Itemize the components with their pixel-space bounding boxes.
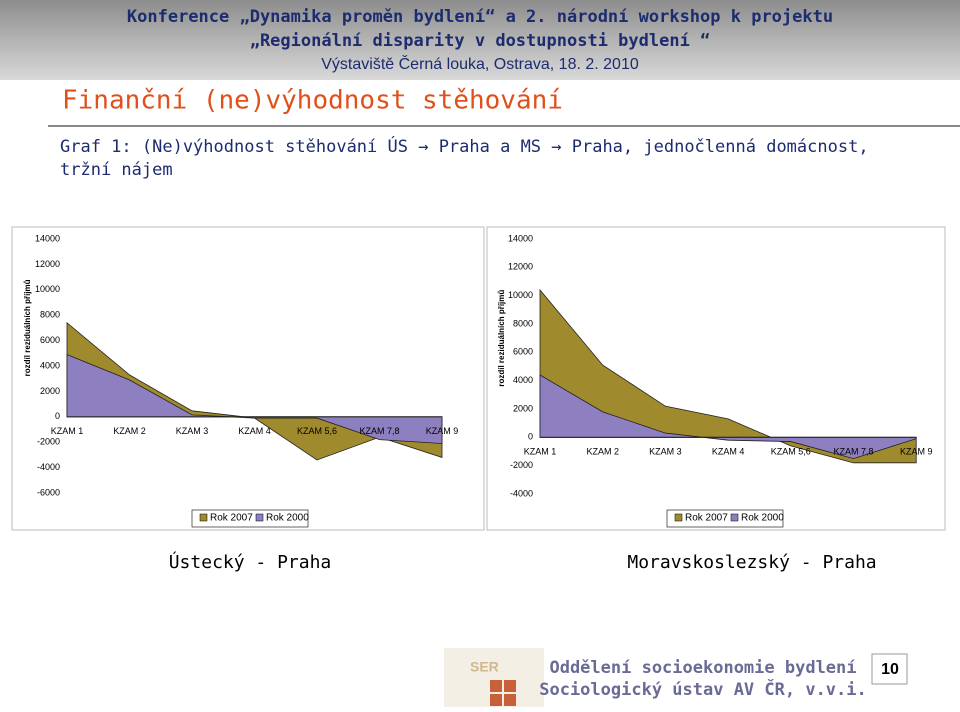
chart-subtitle: Moravskoslezský - Praha xyxy=(627,552,876,573)
y-tick-label: -6000 xyxy=(37,487,60,497)
y-tick-label: -4000 xyxy=(37,462,60,472)
y-tick-label: 0 xyxy=(528,432,533,442)
y-tick-label: 4000 xyxy=(513,375,533,385)
page-number: 10 xyxy=(881,661,899,678)
logo: SER xyxy=(444,648,544,707)
x-tick-label: KZAM 1 xyxy=(524,447,557,457)
x-tick-label: KZAM 2 xyxy=(113,426,146,436)
area xyxy=(66,353,443,444)
y-tick-label: 8000 xyxy=(513,318,533,328)
legend-swatch xyxy=(730,513,739,522)
x-tick-label: KZAM 4 xyxy=(238,426,271,436)
page-box xyxy=(871,653,908,685)
x-tick-label: KZAM 2 xyxy=(586,447,619,457)
y-tick-label: 6000 xyxy=(513,347,533,357)
legend-swatch xyxy=(255,513,264,522)
y-tick-label: 2000 xyxy=(513,403,533,413)
y-tick-label: 14000 xyxy=(35,233,60,243)
x-tick-label: KZAM 9 xyxy=(426,426,459,436)
logo-text: SER xyxy=(470,659,499,675)
x-tick-label: KZAM 9 xyxy=(900,447,933,457)
y-tick-label: -2000 xyxy=(37,437,60,447)
legend-swatch xyxy=(199,513,208,522)
y-tick-label: 0 xyxy=(55,411,60,421)
area xyxy=(539,288,917,464)
y-tick-label: 10000 xyxy=(508,290,533,300)
legend: Rok 2007 Rok 2000 xyxy=(666,509,784,528)
legend-label: Rok 2000 xyxy=(741,513,784,524)
x-tick-label: KZAM 7,8 xyxy=(833,447,873,457)
y-tick-label: 6000 xyxy=(40,335,60,345)
header-band xyxy=(0,0,960,80)
header-line: Konference „Dynamika proměn bydlení“ a 2… xyxy=(127,7,833,27)
x-tick-label: KZAM 5,6 xyxy=(771,447,811,457)
footer-line: Oddělení socioekonomie bydlení xyxy=(549,658,856,678)
y-tick-label: -4000 xyxy=(510,488,533,498)
legend-swatch xyxy=(674,513,683,522)
y-tick-label: 12000 xyxy=(508,262,533,272)
y-tick-label: 14000 xyxy=(508,233,533,243)
footer-line: Sociologický ústav AV ČR, v.v.i. xyxy=(539,678,867,700)
y-tick-label: -2000 xyxy=(510,460,533,470)
slide-title: Finanční (ne)výhodnost stěhování xyxy=(62,86,563,116)
x-tick-label: KZAM 1 xyxy=(51,426,84,436)
legend-label: Rok 2007 xyxy=(685,513,728,524)
legend: Rok 2007 Rok 2000 xyxy=(191,509,309,528)
caption-box: Graf 1: (Ne)výhodnost stěhování ÚS → Pra… xyxy=(60,137,869,180)
header-line: „Regionální disparity v dostupnosti bydl… xyxy=(250,31,711,51)
legend-frame xyxy=(666,509,784,528)
x-tick-label: KZAM 3 xyxy=(649,447,682,457)
y-tick-label: 10000 xyxy=(35,284,60,294)
y-tick-label: 12000 xyxy=(35,259,60,269)
figure-caption: Graf 1: (Ne)výhodnost stěhování ÚS → Pra… xyxy=(60,137,869,180)
x-tick-label: KZAM 5,6 xyxy=(297,426,337,436)
y-axis-title: rozdíl reziduálních příjmů xyxy=(23,279,32,376)
x-tick-label: KZAM 7,8 xyxy=(359,426,399,436)
x-tick-label: KZAM 3 xyxy=(176,426,209,436)
y-tick-label: 2000 xyxy=(40,386,60,396)
header-line: Výstaviště Černá louka, Ostrava, 18. 2. … xyxy=(321,54,639,73)
legend-label: Rok 2000 xyxy=(266,513,309,524)
y-axis-title: rozdíl reziduálních příjmů xyxy=(497,290,506,387)
y-tick-label: 4000 xyxy=(40,360,60,370)
legend-frame xyxy=(191,509,309,528)
y-tick-label: 8000 xyxy=(40,310,60,320)
x-tick-label: KZAM 4 xyxy=(712,447,745,457)
chart-subtitle: Ústecký - Praha xyxy=(169,551,332,573)
legend-label: Rok 2007 xyxy=(210,513,253,524)
